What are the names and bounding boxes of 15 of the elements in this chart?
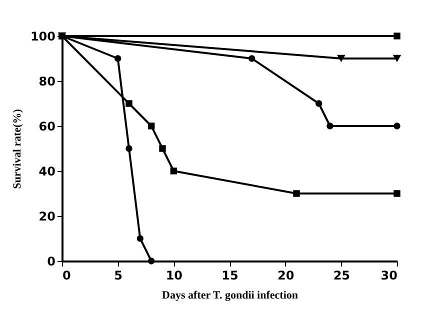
y-axis-title: Survival rate(%) [11, 108, 24, 189]
y-tick-label: 60 [38, 120, 56, 134]
y-tick-label: 80 [38, 74, 56, 88]
x-tick-label: 25 [333, 268, 350, 282]
y-tick-label: 20 [38, 210, 56, 224]
x-tick-label: 15 [222, 268, 238, 282]
x-tick-label: 10 [166, 268, 183, 282]
y-tick-label: 100 [30, 30, 56, 44]
x-tick-label: 5 [114, 268, 123, 282]
x-axis-title: Days after T. gondii infection [162, 290, 298, 302]
x-tick-label: 20 [277, 268, 294, 282]
x-tick-label: 30 [380, 268, 398, 282]
y-tick-label: 0 [47, 254, 56, 268]
y-tick-label: 40 [38, 164, 56, 178]
x-tick-label: 0 [62, 268, 71, 282]
